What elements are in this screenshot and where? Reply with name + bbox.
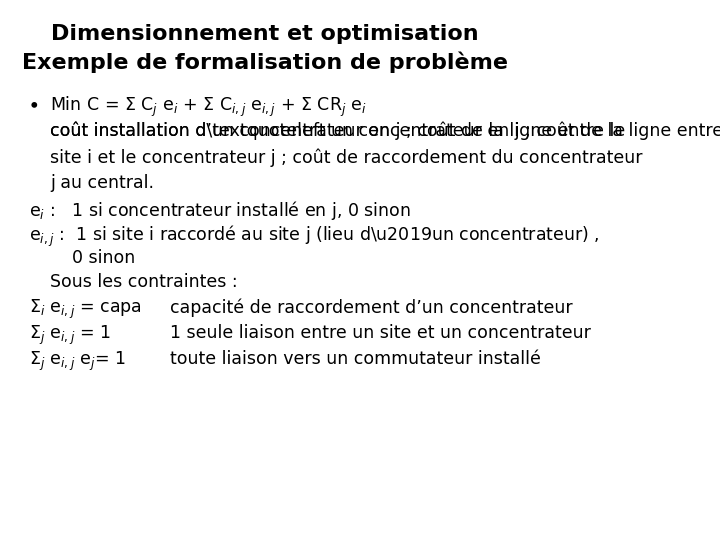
Text: Min C = $\Sigma$ C$_j$ e$_i$ + $\Sigma$ C$_{i,j}$ e$_{i,j}$ + $\Sigma$ CR$_j$ e$: Min C = $\Sigma$ C$_j$ e$_i$ + $\Sigma$ … [50,94,367,119]
Text: $\Sigma_j$ e$_{i,j}$ e$_j$= 1: $\Sigma_j$ e$_{i,j}$ e$_j$= 1 [30,350,126,373]
Text: 1 seule liaison entre un site et un concentrateur: 1 seule liaison entre un site et un conc… [170,324,590,342]
Text: coût installation d’un concentrateur en j ; coût de la ligne entre le: coût installation d’un concentrateur en … [50,122,626,140]
Text: toute liaison vers un commutateur installé: toute liaison vers un commutateur instal… [170,350,541,368]
Text: e$_i$ :   1 si concentrateur installé en j, 0 sinon: e$_i$ : 1 si concentrateur installé en j… [30,199,411,222]
Text: Sous les contraintes :: Sous les contraintes : [50,273,238,291]
Text: site i et le concentrateur j ; coût de raccordement du concentrateur: site i et le concentrateur j ; coût de r… [50,148,643,167]
Text: $\bullet$: $\bullet$ [27,94,37,113]
Text: 0 sinon: 0 sinon [71,249,135,267]
Text: e$_{i,j}$ :  1 si site i raccordé au site j (lieu d\u2019un concentrateur) ,: e$_{i,j}$ : 1 si site i raccordé au site… [30,224,600,249]
Text: coût installation d\textquoteleft un concentrateur en j ; coût de la ligne entre: coût installation d\textquoteleft un con… [50,122,720,140]
Text: Exemple de formalisation de problème: Exemple de formalisation de problème [22,51,508,73]
Text: Dimensionnement et optimisation: Dimensionnement et optimisation [52,24,479,44]
Text: j au central.: j au central. [50,174,154,192]
Text: $\Sigma_i$ e$_{i,j}$ = capa: $\Sigma_i$ e$_{i,j}$ = capa [30,298,142,321]
Text: $\Sigma_j$ e$_{i,j}$ = 1: $\Sigma_j$ e$_{i,j}$ = 1 [30,324,111,347]
Text: capacité de raccordement d’un concentrateur: capacité de raccordement d’un concentrat… [170,298,572,316]
